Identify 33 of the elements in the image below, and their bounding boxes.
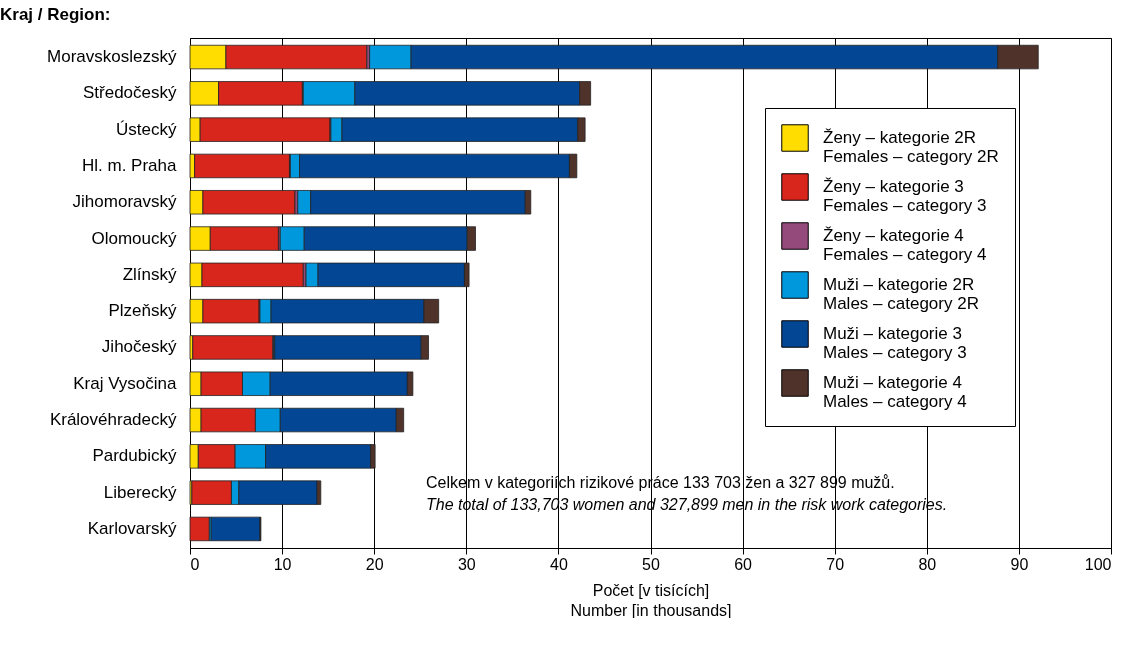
x-tick-label: 70 (826, 555, 845, 573)
legend-label: Muži – kategorie 2R Males – category 2R (823, 275, 979, 313)
x-axis-title: Počet [v tisících] Number [in thousands] (570, 581, 732, 619)
y-tick-label: Jihomoravský (72, 192, 177, 212)
legend-label: Muži – kategorie 4 Males – category 4 (823, 373, 967, 411)
y-tick-label: Ústecký (116, 119, 177, 139)
y-tick-label: Kraj Vysočina (73, 373, 178, 393)
x-tick-label: 80 (918, 555, 937, 573)
y-tick-label: Liberecký (103, 482, 177, 502)
y-tick-label: Hl. m. Praha (82, 155, 178, 175)
x-tick-label: 50 (642, 555, 660, 573)
y-tick-label: Pardubický (92, 446, 177, 466)
x-tick-label: 20 (365, 555, 384, 573)
y-tick-label: Středočeský (82, 83, 177, 103)
y-tick-label: Moravskoslezský (47, 47, 177, 67)
y-tick-label: Plzeňský (108, 301, 177, 321)
legend-label: Muži – kategorie 3 Males – category 3 (823, 324, 967, 362)
x-tick-label: 10 (273, 555, 292, 573)
x-tick-label: 40 (550, 555, 568, 573)
legend-label: Ženy – kategorie 2R Females – category 2R (823, 128, 999, 166)
x-tick-label: 0 (190, 555, 200, 573)
y-tick-label: Královéhradecký (49, 410, 177, 430)
x-tick-label: 90 (1010, 555, 1029, 573)
y-tick-label: Zlínský (122, 264, 177, 284)
legend-label: Ženy – kategorie 4 Females – category 4 (823, 226, 987, 264)
y-tick-label: Olomoucký (91, 228, 177, 248)
y-tick-label: Jihočeský (101, 337, 177, 357)
x-tick-label: 30 (457, 555, 476, 573)
x-tick-label: 100 (1084, 555, 1112, 573)
y-axis-title: Kraj / Region: (0, 5, 111, 24)
x-tick-label: 60 (734, 555, 753, 573)
legend-label: Ženy – kategorie 3 Females – category 3 (823, 177, 987, 215)
y-tick-label: Karlovarský (87, 518, 177, 538)
